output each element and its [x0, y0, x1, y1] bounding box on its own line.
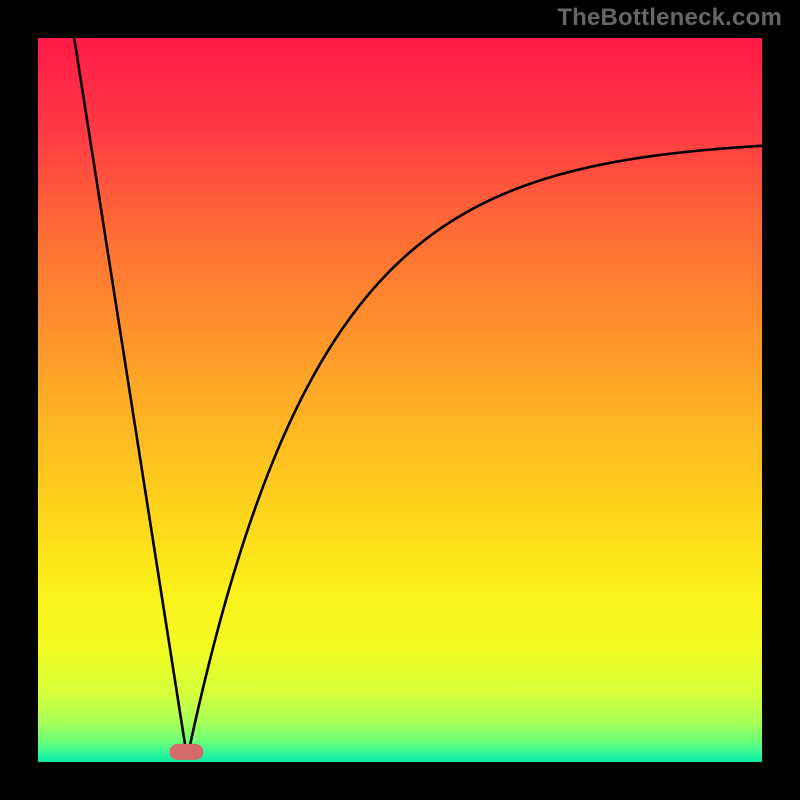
- watermark-text: TheBottleneck.com: [557, 4, 782, 32]
- valley-marker: [169, 744, 203, 760]
- bottleneck-chart-svg: [0, 0, 800, 800]
- figure-root: TheBottleneck.com: [0, 0, 800, 800]
- plot-background: [38, 38, 762, 762]
